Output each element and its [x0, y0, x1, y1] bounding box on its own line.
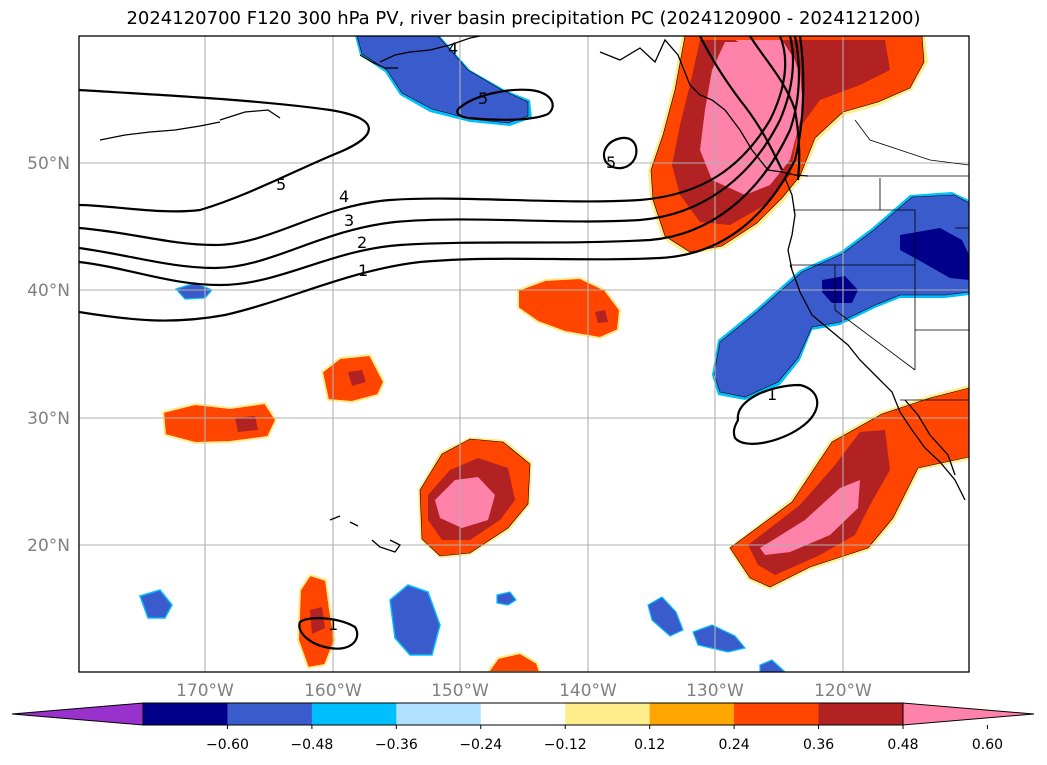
lon-tick-150w: 150°W: [431, 681, 489, 701]
pv-contours: [79, 36, 819, 650]
precip-pc-negative-alaska: [355, 36, 532, 126]
colorbar-segment: [143, 703, 228, 725]
lon-tick-170w: 170°W: [176, 681, 234, 701]
colorbar-frame: [142, 702, 904, 726]
pv-label-5-north: 5: [478, 89, 488, 108]
colorbar-segment: [311, 703, 397, 725]
precip-pc-positive-small-2: [161, 401, 278, 445]
precip-pc-positive-central: [418, 437, 532, 558]
colorbar-segment: [818, 703, 904, 725]
colorbar-tick-label: −0.24: [459, 737, 502, 753]
colorbar-tick-label: −0.12: [544, 737, 587, 753]
colorbar-tick-label: 0.48: [887, 737, 918, 753]
gridlines: [79, 36, 969, 672]
lon-tick-120w: 120°W: [814, 681, 872, 701]
precip-pc-negative-south: [139, 584, 786, 672]
pv-label-4-north: 4: [448, 39, 458, 58]
colorbar-tick-label: −0.48: [290, 737, 333, 753]
colorbar-tick-label: −0.60: [206, 737, 249, 753]
pv-label-1-east: 1: [767, 385, 777, 404]
coastlines: [99, 36, 966, 553]
colorbar-extend-low: [11, 702, 144, 726]
lat-tick-40n: 40°N: [27, 281, 70, 301]
pv-label-5-center: 5: [606, 153, 616, 172]
precip-pc-positive-southeast: [728, 385, 969, 590]
colorbar-segment: [565, 703, 651, 725]
colorbar-tick-label: 0.60: [972, 737, 1003, 753]
lat-tick-labels: 50°N 40°N 30°N 20°N: [27, 154, 70, 556]
lat-tick-30n: 30°N: [27, 409, 70, 429]
pv-contour-labels: 1 2 3 4 5 4 5 5 1 1: [276, 39, 777, 634]
pv-label-1-south: 1: [328, 615, 338, 634]
pv-label-2: 2: [357, 233, 367, 252]
colorbar-tick-label: 0.24: [719, 737, 750, 753]
precip-pc-positive-northwest: [648, 36, 928, 255]
lat-tick-20n: 20°N: [27, 536, 70, 556]
pv-label-5: 5: [276, 175, 286, 194]
precip-pc-positive-small-1: [320, 353, 386, 404]
precip-pc-positive-central-north: [517, 276, 622, 340]
colorbar-segment: [227, 703, 313, 725]
lon-tick-140w: 140°W: [559, 681, 617, 701]
colorbar-tick-label: 0.36: [803, 737, 834, 753]
colorbar-tick-label: 0.12: [634, 737, 665, 753]
state-borders: [789, 119, 969, 401]
pv-label-1: 1: [358, 261, 368, 280]
lon-tick-130w: 130°W: [686, 681, 744, 701]
colorbar-extend-high: [902, 702, 1035, 726]
map-axes: [79, 36, 969, 672]
precip-pc-positive-south-west: [296, 573, 337, 670]
colorbar: −0.60 −0.48 −0.36 −0.24 −0.12 0.12 0.24 0.36 0.4…: [11, 702, 1035, 753]
pv-label-3: 3: [344, 211, 354, 230]
colorbar-segment: [396, 703, 482, 725]
colorbar-segment: [734, 703, 820, 725]
precip-pc-negative-westus: [712, 192, 969, 400]
figure-title: 2024120700 F120 300 hPa PV, river basin …: [126, 8, 921, 29]
lon-tick-labels: 170°W 160°W 150°W 140°W 130°W 120°W: [176, 681, 872, 701]
pv-label-4: 4: [339, 187, 349, 206]
map-frame: [78, 35, 970, 673]
colorbar-segment: [480, 703, 566, 725]
lat-tick-50n: 50°N: [27, 154, 70, 174]
lon-tick-160w: 160°W: [304, 681, 362, 701]
colorbar-segment: [649, 703, 735, 725]
colorbar-tick-label: −0.36: [375, 737, 418, 753]
precip-pc-positive-bottom: [486, 651, 542, 672]
